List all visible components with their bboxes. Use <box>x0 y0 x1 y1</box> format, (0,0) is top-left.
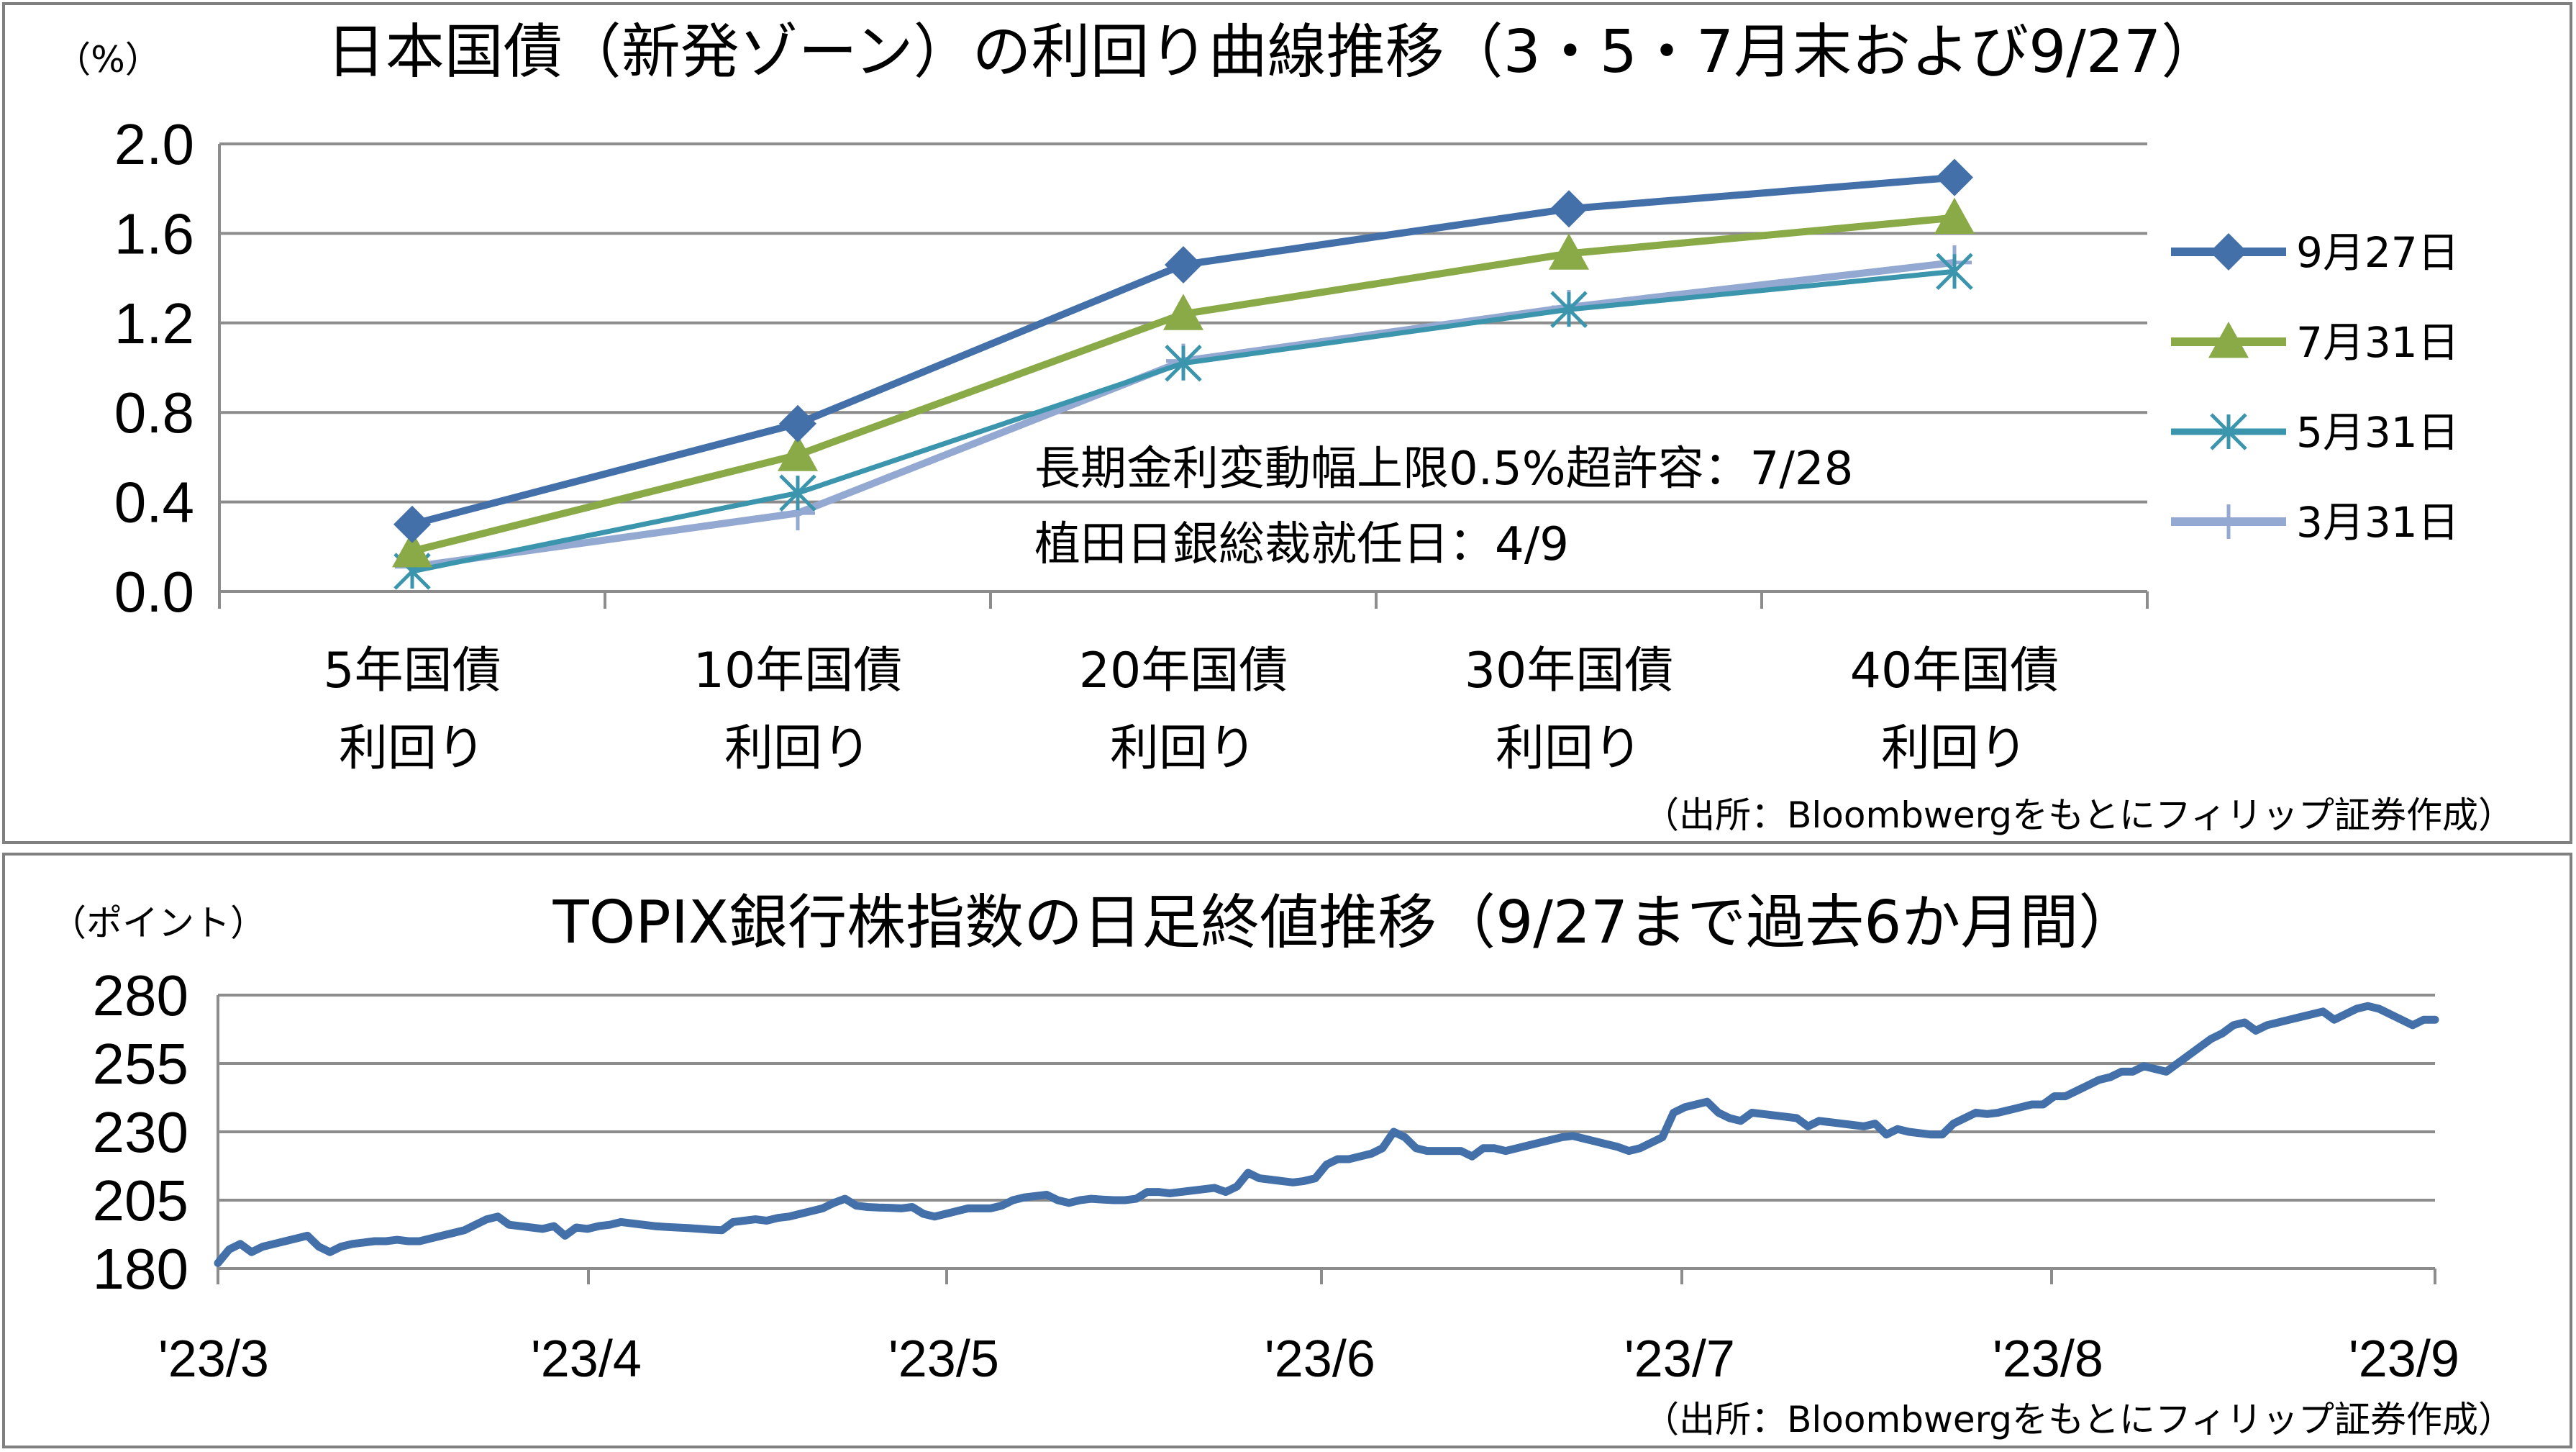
y-tick-labels: 0.0 0.4 0.8 1.2 1.6 2.0 <box>114 112 194 624</box>
x-date-label: '23/4 <box>531 1330 642 1388</box>
yield-curve-chart: 日本国債（新発ゾーン）の利回り曲線推移（3・5・7月末および9/27） （%） … <box>55 18 2514 836</box>
y-tick-label: 0.0 <box>114 560 194 624</box>
series-3 <box>393 253 1973 590</box>
grid-2 <box>217 994 2436 1284</box>
diamond-marker <box>1550 190 1588 228</box>
source-note: （出所：Bloombwergをもとにフィリップ証券作成） <box>1643 794 2514 836</box>
y-tick-label: 1.2 <box>114 291 194 355</box>
triangle-marker <box>1549 233 1589 270</box>
legend-label: 3月31日 <box>2296 498 2459 547</box>
topix-bank-panel <box>2 853 2572 1448</box>
y-tick-label: 2.0 <box>114 112 194 176</box>
chart-title-2: TOPIX銀行株指数の日足終値推移（9/27まで過去6か月間） <box>552 889 2138 957</box>
asterisk-marker <box>1936 253 1973 291</box>
y-tick-label: 255 <box>93 1032 188 1096</box>
y-tick-label: 0.8 <box>114 381 194 445</box>
triangle-marker <box>1934 197 1975 235</box>
legend-label: 7月31日 <box>2296 318 2459 367</box>
x-category-label: 10年国債 <box>693 643 903 699</box>
asterisk-marker <box>779 474 816 512</box>
x-category-label: 利回り <box>1881 720 2028 777</box>
series-2 <box>392 197 1975 568</box>
series-group <box>392 158 1975 590</box>
y-tick-label: 0.4 <box>114 471 194 535</box>
x-category-label: 40年国債 <box>1850 643 2060 699</box>
asterisk-marker <box>2210 413 2247 450</box>
y-axis-unit-2: （ポイント） <box>50 902 266 944</box>
triangle-marker <box>392 531 432 568</box>
index-line <box>214 1002 2439 1267</box>
diamond-marker <box>779 404 816 443</box>
x-category-label: 5年国債 <box>323 643 501 699</box>
diamond-marker <box>1165 245 1202 283</box>
legend-label: 9月27日 <box>2296 228 2459 277</box>
source-note-2: （出所：Bloombwergをもとにフィリップ証券作成） <box>1643 1399 2514 1440</box>
y-tick-label: 205 <box>93 1169 188 1233</box>
x-date-label: '23/8 <box>1993 1330 2103 1388</box>
x-date-label: '23/7 <box>1624 1330 1735 1388</box>
asterisk-marker <box>1550 291 1588 328</box>
series-group-2 <box>214 1002 2439 1267</box>
diamond-marker <box>393 505 431 543</box>
x-date-label: '23/9 <box>2349 1330 2459 1388</box>
x-category-label: 利回り <box>1496 720 1642 777</box>
triangle-marker <box>1163 294 1203 330</box>
x-date-label: '23/6 <box>1265 1330 1375 1388</box>
triangle-marker <box>2208 322 2249 358</box>
triangle-marker <box>778 435 818 471</box>
asterisk-marker <box>1165 345 1202 382</box>
x-category-label: 利回り <box>724 720 871 777</box>
diamond-marker <box>2210 233 2247 271</box>
plus-marker <box>2211 504 2246 539</box>
legend: 9月27日 7月31日 5月31日 3月31日 <box>2171 228 2459 547</box>
y-tick-label: 1.6 <box>114 201 194 266</box>
x-category-label: 20年国債 <box>1079 643 1288 699</box>
y-tick-label: 280 <box>93 963 188 1027</box>
annotation-ueda: 植田日銀総裁就任日：4/9 <box>1034 518 1569 571</box>
diamond-marker <box>1936 158 1973 196</box>
y-tick-label: 180 <box>93 1237 188 1301</box>
annotation-yield-cap: 長期金利変動幅上限0.5%超許容：7/28 <box>1034 443 1853 496</box>
y-axis-unit: （%） <box>55 39 161 81</box>
chart-title: 日本国債（新発ゾーン）の利回り曲線推移（3・5・7月末および9/27） <box>327 18 2221 86</box>
x-category-label: 30年国債 <box>1465 643 1674 699</box>
x-date-label: '23/3 <box>158 1330 269 1388</box>
x-category-label: 利回り <box>339 720 486 777</box>
x-category-label: 利回り <box>1110 720 1257 777</box>
x-date-labels: '23/3 '23/4 '23/5 '23/6 '23/7 '23/8 '23/9 <box>158 1330 2459 1388</box>
y-tick-label: 230 <box>93 1100 188 1164</box>
series-1 <box>393 158 1973 543</box>
x-date-label: '23/5 <box>888 1330 999 1388</box>
legend-label: 5月31日 <box>2296 408 2459 457</box>
